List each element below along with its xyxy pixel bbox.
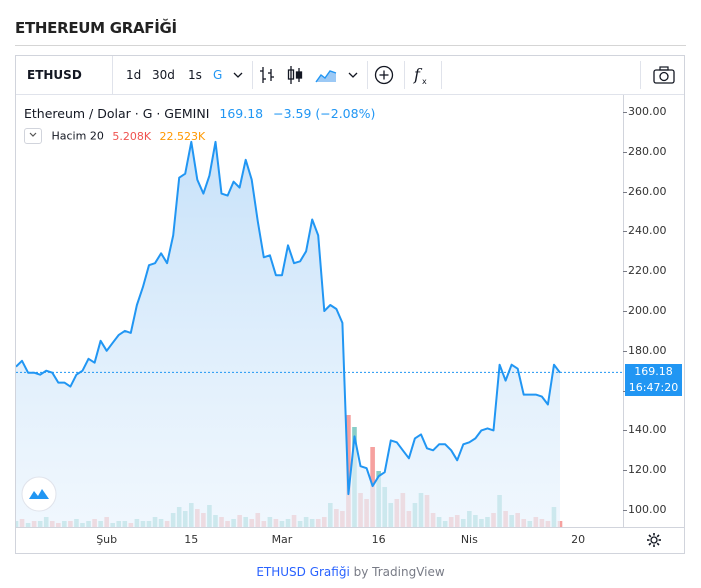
- series-name: Ethereum / Dolar · G · GEMINI: [24, 106, 210, 121]
- svg-text:x: x: [422, 77, 427, 86]
- price-tick-label: 220.00: [628, 264, 667, 278]
- price-tick-mark: [623, 231, 627, 233]
- time-tick-label: Nis: [460, 533, 478, 546]
- price-tick-mark: [623, 350, 627, 352]
- footer-attribution: ETHUSD Grafiği by TradingView: [0, 565, 701, 579]
- add-indicator-icon[interactable]: [372, 62, 396, 88]
- camera-icon[interactable]: [651, 62, 677, 88]
- function-icon[interactable]: f x: [411, 62, 433, 88]
- bar-countdown-badge: 16:47:20: [625, 380, 682, 397]
- series-last-value: 169.18: [219, 106, 264, 121]
- symbol-search-button[interactable]: ETHUSD: [16, 56, 113, 94]
- volume-ma-value: 22.523K: [159, 129, 206, 143]
- time-tick-label: 20: [571, 533, 586, 546]
- time-tick-label: 16: [371, 533, 386, 546]
- price-tick-mark: [623, 430, 627, 432]
- price-tick-mark: [623, 112, 627, 113]
- page-title: ETHEREUM GRAFİĞİ: [15, 19, 177, 37]
- time-tick-label: Şub: [96, 533, 118, 546]
- timeframe-30d[interactable]: 30d: [152, 68, 175, 82]
- timeframe-G[interactable]: G: [213, 68, 223, 82]
- toolbar-divider: [640, 61, 641, 89]
- price-tick-label: 120.00: [628, 463, 667, 477]
- chart-widget: ETHUSD 1d 30d 1s G: [15, 55, 685, 554]
- gear-icon[interactable]: [646, 532, 662, 548]
- toolbar-divider: [404, 61, 405, 89]
- price-tick-label: 180.00: [628, 343, 667, 357]
- timeframe-1d[interactable]: 1d: [126, 68, 142, 82]
- chart-toolbar: ETHUSD 1d 30d 1s G: [16, 56, 684, 95]
- collapse-legend-button[interactable]: [24, 128, 42, 144]
- volume-label: Hacim 20: [51, 129, 104, 143]
- price-tick-label: 200.00: [628, 304, 667, 317]
- volume-value: 5.208K: [112, 129, 152, 143]
- price-tick-label: 260.00: [628, 184, 667, 198]
- last-price-badge: 169.18: [625, 364, 682, 381]
- bar-chart-icon[interactable]: [257, 62, 277, 88]
- price-tick-mark: [623, 151, 627, 153]
- chevron-down-icon: [29, 132, 37, 137]
- tradingview-credit: by TradingView: [353, 565, 445, 579]
- price-tick-mark: [623, 311, 627, 312]
- time-axis-border: [16, 527, 684, 528]
- area-chart-icon[interactable]: [314, 62, 338, 88]
- price-tick-label: 280.00: [628, 144, 667, 158]
- svg-text:f: f: [413, 65, 423, 84]
- toolbar-divider: [441, 61, 442, 89]
- chevron-down-icon[interactable]: [231, 62, 245, 88]
- price-tick-label: 240.00: [628, 224, 667, 238]
- price-tick-mark: [623, 510, 627, 511]
- price-tick-mark: [623, 271, 627, 273]
- price-tick-label: 100.00: [628, 503, 667, 516]
- timeframe-1s[interactable]: 1s: [188, 68, 202, 82]
- volume-legend: Hacim 20 5.208K 22.523K: [24, 128, 205, 146]
- time-tick-label: 15: [184, 533, 199, 546]
- chart-link[interactable]: ETHUSD Grafiği: [256, 565, 350, 579]
- price-tick-label: 140.00: [628, 423, 667, 437]
- price-tick-mark: [623, 191, 627, 193]
- time-tick-label: Mar: [271, 533, 293, 546]
- price-line: [16, 140, 561, 496]
- tradingview-logo-icon[interactable]: [21, 476, 57, 512]
- series-change: −3.59 (−2.08%): [273, 106, 376, 121]
- title-divider: [15, 45, 686, 46]
- price-tick-mark: [623, 470, 627, 472]
- toolbar-divider: [367, 61, 368, 89]
- candlestick-icon[interactable]: [285, 62, 305, 88]
- series-legend: Ethereum / Dolar · G · GEMINI 169.18 −3.…: [24, 106, 375, 121]
- chevron-down-icon[interactable]: [346, 62, 360, 88]
- price-tick-label: 300.00: [628, 105, 667, 118]
- price-chart-pane[interactable]: [16, 95, 623, 527]
- price-area-fill: [16, 141, 560, 527]
- toolbar-divider: [252, 61, 253, 89]
